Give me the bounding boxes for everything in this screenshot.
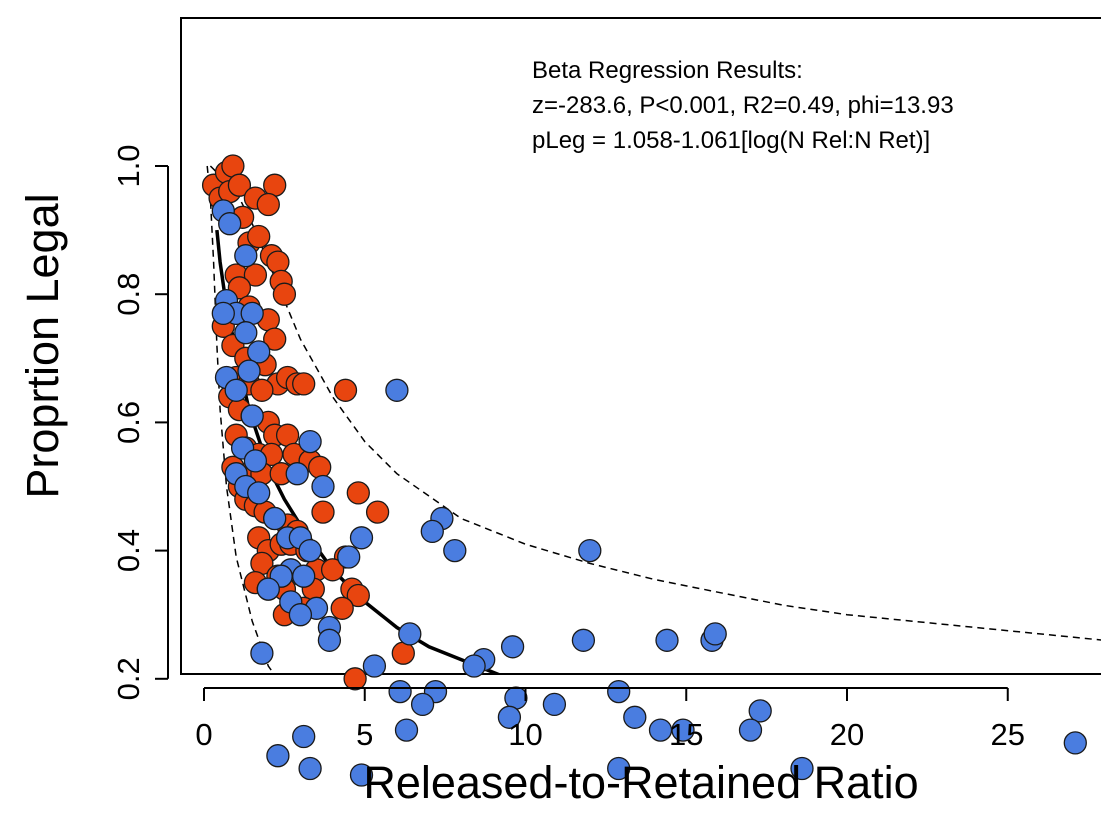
data-point	[263, 327, 287, 351]
data-point	[298, 756, 322, 781]
regression-annotation: Beta Regression Results: z=-283.6, P<0.0…	[532, 57, 954, 154]
data-point	[240, 404, 264, 428]
data-point	[349, 526, 374, 550]
data-point	[227, 173, 252, 197]
data-point	[211, 301, 235, 326]
data-point	[308, 455, 332, 479]
data-point	[266, 744, 290, 768]
ci-lower-line	[206, 165, 275, 674]
data-point	[1063, 731, 1087, 755]
data-point	[288, 603, 313, 627]
y-axis-title: Proprtion Legal	[17, 193, 68, 498]
data-point	[500, 635, 525, 659]
data-point	[256, 577, 280, 601]
data-point	[671, 718, 695, 742]
x-tick-label: 5	[356, 717, 373, 752]
y-axis: 0.2 0.4 0.6 0.8 1.0	[111, 144, 169, 700]
data-point	[266, 250, 290, 274]
data-point	[542, 692, 567, 717]
data-point	[349, 763, 374, 787]
data-point	[292, 372, 316, 396]
data-point	[504, 686, 528, 710]
data-point	[333, 378, 358, 402]
data-point	[607, 756, 631, 781]
data-point	[234, 244, 258, 268]
data-point	[385, 378, 409, 402]
data-point	[346, 481, 370, 505]
data-point	[256, 192, 280, 217]
plot-frame	[180, 17, 1101, 675]
x-tick-label: 10	[508, 717, 542, 752]
data-point	[243, 449, 268, 473]
data-point	[247, 224, 271, 249]
x-tick-label: 20	[830, 717, 864, 752]
data-point	[224, 378, 248, 402]
y-tick-label: 0.6	[111, 401, 146, 444]
annotation-line-2: z=-283.6, P<0.001, R2=0.49, phi=13.93	[532, 92, 954, 119]
data-point	[263, 506, 287, 531]
y-tick-label: 1.0	[111, 144, 146, 187]
x-tick-label: 15	[669, 717, 703, 752]
data-point	[272, 282, 297, 306]
data-point	[234, 321, 258, 345]
ci-upper-line	[209, 165, 1101, 641]
data-point	[292, 724, 316, 749]
data-point	[263, 173, 287, 197]
annotation-line-3: pLeg = 1.058-1.061[log(N Rel:N Ret)]	[532, 127, 930, 154]
y-tick-label: 0.8	[111, 273, 146, 316]
data-point	[250, 378, 274, 402]
x-tick-label: 0	[195, 717, 212, 752]
data-point	[218, 212, 242, 236]
data-point	[655, 628, 679, 652]
data-point	[285, 462, 309, 486]
data-point	[247, 481, 271, 505]
y-tick-label: 0.2	[111, 657, 146, 700]
data-point	[462, 654, 486, 678]
data-point	[790, 756, 814, 781]
data-point	[311, 474, 335, 499]
data-point	[337, 545, 361, 569]
data-point	[292, 564, 316, 588]
data-point	[497, 705, 522, 729]
data-point	[748, 699, 772, 723]
data-point	[243, 263, 268, 287]
data-point	[388, 679, 412, 704]
data-point	[298, 429, 322, 454]
x-axis-title: Released-to-Retained Ratio	[363, 757, 918, 808]
data-point	[365, 500, 390, 524]
data-point	[343, 667, 367, 691]
point-series-1	[211, 199, 1087, 787]
data-point	[330, 596, 354, 620]
y-tick-label: 0.4	[111, 529, 146, 572]
data-point	[443, 538, 467, 563]
data-point	[250, 641, 274, 665]
data-point	[738, 718, 763, 742]
data-point	[298, 538, 322, 563]
data-point	[311, 500, 335, 524]
x-axis: 0 5 10 15 20 25	[195, 687, 1025, 752]
data-point	[247, 340, 271, 364]
data-point	[391, 641, 415, 665]
data-point	[362, 654, 387, 678]
data-point	[237, 359, 261, 383]
regression-fit-line	[215, 229, 503, 674]
data-point	[394, 718, 419, 742]
data-point	[607, 679, 631, 704]
data-point	[410, 692, 435, 717]
data-point	[623, 705, 647, 729]
data-point	[320, 558, 345, 582]
annotation-line-1: Beta Regression Results:	[532, 57, 803, 84]
data-point	[703, 622, 727, 646]
data-point	[571, 628, 596, 652]
data-point	[398, 622, 422, 646]
data-point	[240, 301, 264, 326]
data-point	[578, 538, 602, 563]
x-tick-label: 25	[991, 717, 1025, 752]
data-point	[420, 519, 444, 544]
data-point	[346, 583, 370, 608]
data-point	[317, 628, 342, 652]
